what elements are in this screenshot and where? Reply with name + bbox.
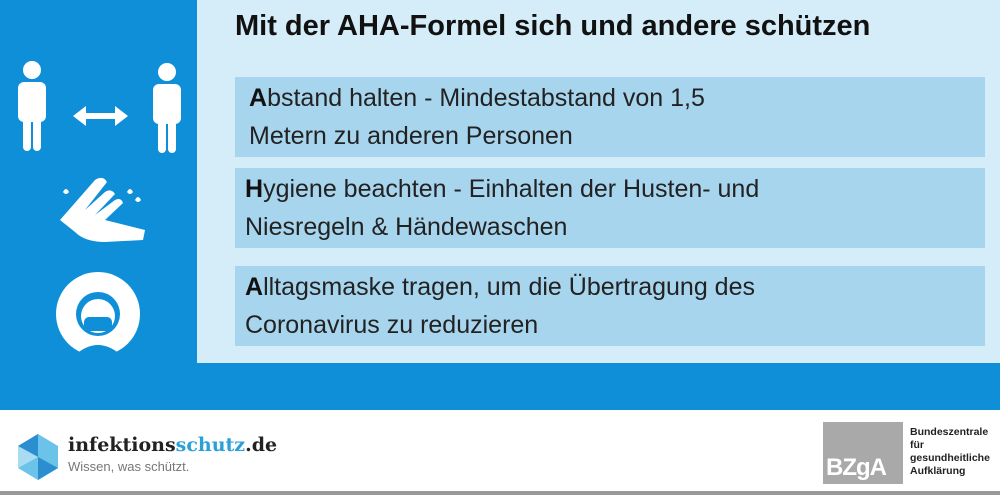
logo-tagline: Wissen, was schützt. [68,459,190,474]
bzga-name: Bundeszentrale für gesundheitliche Aufkläru… [910,426,990,477]
rule-text-line2: Coronavirus zu reduzieren [245,311,539,339]
rule-distance: Abstand halten - Mindestabstand von 1,5 … [235,77,985,157]
rule-initial: A [249,84,268,112]
rule-initial: H [245,175,264,203]
person-icon [18,61,46,151]
double-arrow-icon [73,106,128,126]
hand-washing-icon [60,177,145,242]
rule-initial: A [245,273,264,301]
rule-text: bstand halten - Mindestabstand von 1,5 [267,84,705,112]
rule-text: ygiene beachten - Einhalten der Husten- … [263,175,760,203]
face-mask-icon [56,272,140,356]
rule-hygiene: Hygiene beachten - Einhalten der Husten-… [235,168,985,248]
page-title: Mit der AHA-Formel sich und andere schüt… [235,10,871,42]
rule-text-line2: Metern zu anderen Personen [249,122,573,150]
infektionsschutz-logo-icon [18,434,58,480]
bzga-logo: BZgA [823,422,903,484]
person-icon [153,63,181,153]
infektionsschutz-logo-text: infektionsschutz.de [68,434,278,456]
distance-icon [18,61,181,153]
rule-text: lltagsmaske tragen, um die Übertragung d… [263,273,755,301]
rule-mask: Alltagsmaske tragen, um die Übertragung … [235,266,985,346]
rule-text-line2: Niesregeln & Händewaschen [245,213,568,241]
